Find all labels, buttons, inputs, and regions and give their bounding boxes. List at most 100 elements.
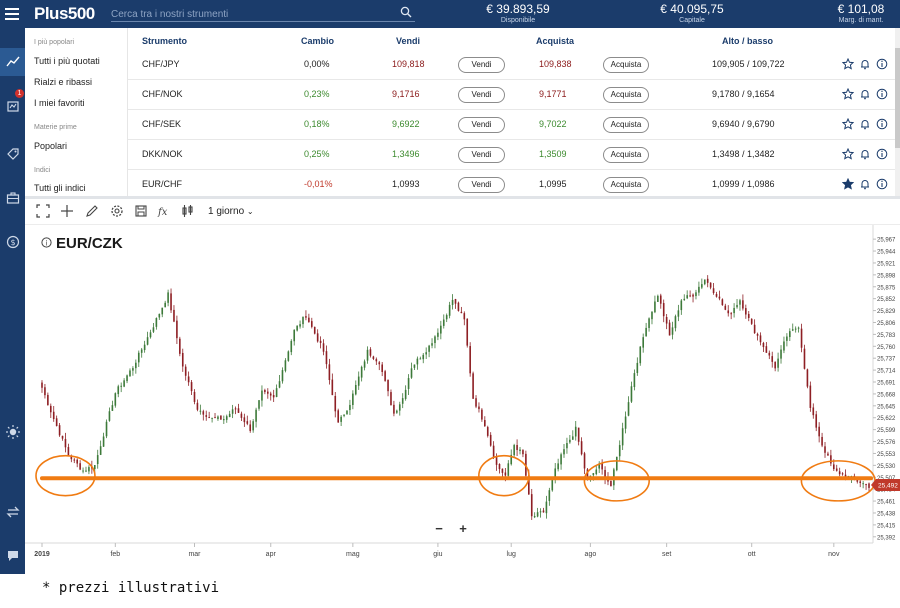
candle-body[interactable] <box>214 417 216 419</box>
candle-body[interactable] <box>844 474 847 478</box>
candle-body[interactable] <box>41 382 43 388</box>
candle-body[interactable] <box>381 364 383 372</box>
nav-portfolio[interactable] <box>0 184 25 212</box>
candle-body[interactable] <box>563 449 565 455</box>
candle-body[interactable] <box>718 296 721 299</box>
candle-body[interactable] <box>158 313 161 318</box>
candle-body[interactable] <box>108 411 111 421</box>
candle-body[interactable] <box>624 416 627 429</box>
candle-body[interactable] <box>827 453 829 456</box>
candle-body[interactable] <box>419 358 422 360</box>
candle-body[interactable] <box>542 510 545 513</box>
candle-body[interactable] <box>577 427 580 442</box>
candle-body[interactable] <box>601 462 603 470</box>
info-icon[interactable] <box>876 148 888 160</box>
candle-body[interactable] <box>410 368 413 378</box>
settings-gear-icon[interactable] <box>110 204 124 218</box>
category-item[interactable]: Popolari <box>34 141 68 151</box>
candle-body[interactable] <box>363 361 366 368</box>
candle-body[interactable] <box>105 421 108 437</box>
candle-body[interactable] <box>149 332 152 338</box>
candle-body[interactable] <box>193 391 196 402</box>
instrument-name[interactable]: CHF/SEK <box>142 119 182 129</box>
bell-icon[interactable] <box>859 88 871 100</box>
candle-body[interactable] <box>211 417 213 419</box>
candle-body[interactable] <box>701 284 703 288</box>
candle-body[interactable] <box>448 304 451 316</box>
candle-body[interactable] <box>630 386 633 402</box>
candle-body[interactable] <box>102 436 105 447</box>
candle-body[interactable] <box>140 349 143 353</box>
candle-body[interactable] <box>49 405 52 413</box>
candle-body[interactable] <box>313 326 316 334</box>
candle-body[interactable] <box>715 293 718 297</box>
candle-body[interactable] <box>472 373 474 399</box>
candle-body[interactable] <box>422 354 425 360</box>
candle-body[interactable] <box>768 352 771 356</box>
bell-icon[interactable] <box>859 118 871 130</box>
table-row[interactable]: CHF/SEK 0,18% 9,6922 Vendi 9,7022 Acquista 9,6… <box>128 110 900 140</box>
candle-body[interactable] <box>832 464 835 470</box>
candle-body[interactable] <box>111 405 114 411</box>
candle-body[interactable] <box>76 459 79 464</box>
info-icon[interactable] <box>876 118 888 130</box>
candle-body[interactable] <box>651 311 653 320</box>
candle-body[interactable] <box>674 316 677 329</box>
candle-body[interactable] <box>780 349 782 359</box>
candle-body[interactable] <box>290 340 293 353</box>
candle-body[interactable] <box>354 384 357 395</box>
candle-body[interactable] <box>357 376 360 386</box>
category-item[interactable]: I miei favoriti <box>34 98 85 108</box>
candle-body[interactable] <box>161 307 164 315</box>
chart-canvas[interactable]: 25,967 25,944 25,921 25,898 25,875 25,852 25,8… <box>25 225 900 574</box>
candle-body[interactable] <box>868 483 870 488</box>
timeframe-select[interactable]: 1 giorno ⌄ <box>208 206 254 217</box>
candle-body[interactable] <box>830 455 832 464</box>
indicators-fx-icon[interactable]: fx <box>157 204 171 218</box>
candle-body[interactable] <box>79 463 81 470</box>
candle-body[interactable] <box>489 434 492 446</box>
candle-body[interactable] <box>680 300 683 311</box>
candle-body[interactable] <box>378 362 381 365</box>
candle-body[interactable] <box>498 463 501 470</box>
candle-body[interactable] <box>533 516 536 518</box>
candle-body[interactable] <box>70 455 73 460</box>
info-icon[interactable] <box>876 58 888 70</box>
candle-body[interactable] <box>387 379 389 392</box>
candle-body[interactable] <box>137 352 140 363</box>
search-input[interactable] <box>111 6 391 23</box>
buy-button[interactable]: Acquista <box>603 87 649 103</box>
candle-body[interactable] <box>331 379 334 396</box>
candle-body[interactable] <box>228 413 231 418</box>
candle-body[interactable] <box>771 356 774 362</box>
candle-body[interactable] <box>677 310 680 317</box>
candle-body[interactable] <box>287 351 290 361</box>
candle-body[interactable] <box>727 310 730 314</box>
candle-body[interactable] <box>636 362 639 373</box>
candle-body[interactable] <box>800 328 803 348</box>
nav-trade[interactable] <box>0 48 25 76</box>
candle-body[interactable] <box>786 336 788 341</box>
candle-body[interactable] <box>554 468 557 480</box>
info-icon[interactable]: i <box>41 237 52 248</box>
candle-body[interactable] <box>571 436 574 440</box>
candle-body[interactable] <box>64 438 67 448</box>
chart-type-icon[interactable] <box>181 204 195 218</box>
candle-body[interactable] <box>269 393 272 396</box>
candle-body[interactable] <box>179 338 181 354</box>
table-row[interactable]: DKK/NOK 0,25% 1,3496 Vendi 1,3509 Acquista 1,3… <box>128 140 900 170</box>
candle-body[interactable] <box>264 390 266 393</box>
nav-funds[interactable]: $ <box>0 228 25 256</box>
candle-body[interactable] <box>692 294 694 297</box>
candle-body[interactable] <box>659 295 662 304</box>
candle-body[interactable] <box>114 393 117 406</box>
candle-body[interactable] <box>797 327 800 329</box>
candle-body[interactable] <box>372 356 375 359</box>
candle-body[interactable] <box>396 410 398 413</box>
candle-body[interactable] <box>196 402 199 410</box>
candle-body[interactable] <box>120 385 122 387</box>
candle-body[interactable] <box>278 381 281 388</box>
candle-body[interactable] <box>234 408 237 410</box>
candle-body[interactable] <box>366 349 369 361</box>
candle-body[interactable] <box>706 278 709 283</box>
